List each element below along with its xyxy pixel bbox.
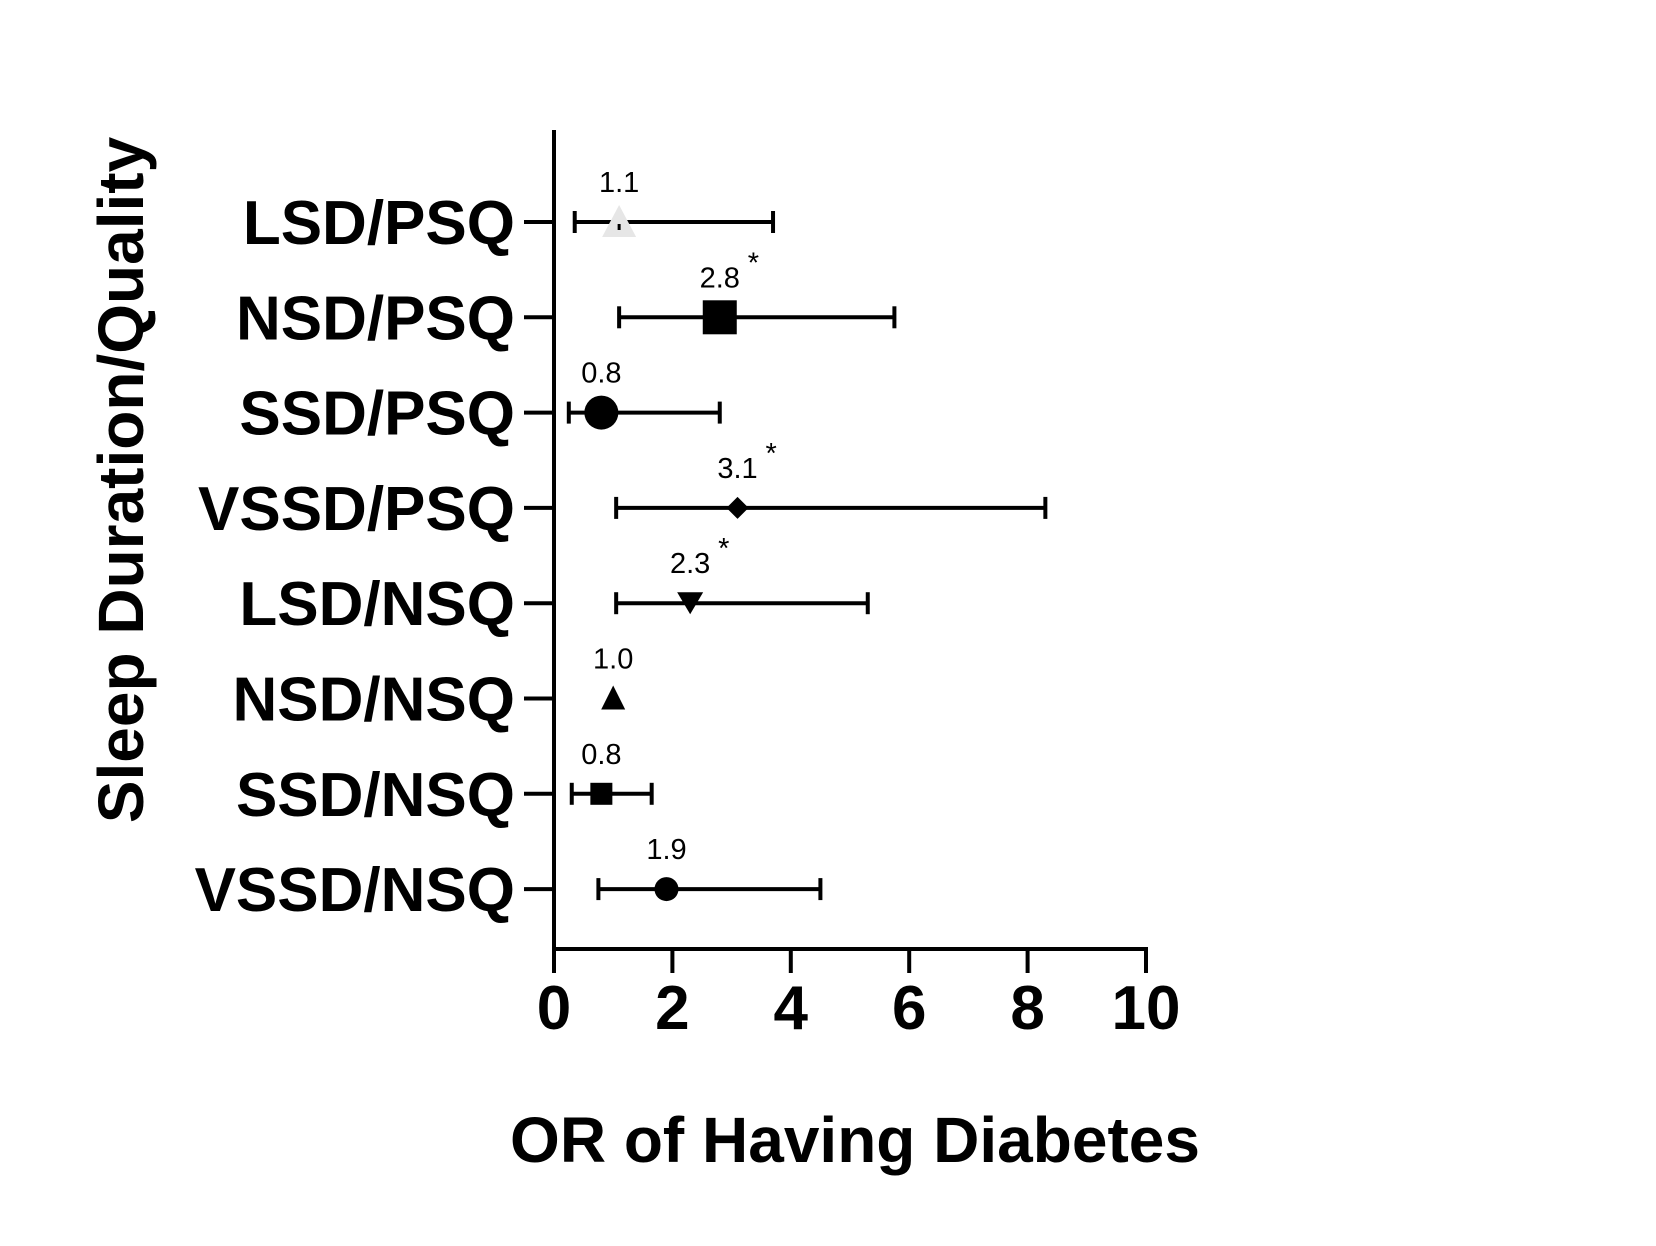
data-label-3: 3.1 xyxy=(717,453,757,485)
x-tick-label-4: 4 xyxy=(774,974,809,1043)
data-label-0: 1.1 xyxy=(599,167,639,199)
data-label-1: 2.8 xyxy=(700,262,740,294)
marker-4 xyxy=(677,592,704,615)
data-label-5: 1.0 xyxy=(593,644,633,676)
marker-6 xyxy=(590,782,613,805)
data-label-6: 0.8 xyxy=(581,739,621,771)
marker-5 xyxy=(601,685,626,710)
x-tick-label-2: 2 xyxy=(655,974,689,1043)
category-label-3: VSSD/PSQ xyxy=(198,475,515,544)
category-label-6: SSD/NSQ xyxy=(236,761,515,830)
x-tick-label-8: 8 xyxy=(1010,974,1044,1043)
x-tick-label-0: 0 xyxy=(537,974,571,1043)
marker-2 xyxy=(584,395,619,430)
category-label-2: SSD/PSQ xyxy=(239,380,515,449)
significance-mark-1: * xyxy=(748,247,759,279)
marker-0 xyxy=(602,205,637,237)
marker-3 xyxy=(726,496,749,519)
category-label-4: LSD/NSQ xyxy=(239,570,515,639)
marker-7 xyxy=(654,877,679,902)
data-label-4: 2.3 xyxy=(670,548,710,580)
x-tick-label-10: 10 xyxy=(1112,974,1181,1043)
y-axis-title: Sleep Duration/Quality xyxy=(85,136,157,823)
y-axis-title-group: Sleep Duration/Quality xyxy=(85,136,157,823)
x-axis-title: OR of Having Diabetes xyxy=(510,1104,1200,1176)
significance-mark-3: * xyxy=(766,438,777,470)
category-label-5: NSD/NSQ xyxy=(233,666,515,735)
category-label-7: VSSD/NSQ xyxy=(195,856,515,925)
category-label-1: NSD/PSQ xyxy=(236,284,515,353)
significance-mark-4: * xyxy=(718,533,729,565)
data-label-7: 1.9 xyxy=(646,834,686,866)
data-label-2: 0.8 xyxy=(581,358,621,390)
category-label-0: LSD/PSQ xyxy=(243,189,515,258)
x-tick-label-6: 6 xyxy=(892,974,926,1043)
marker-1 xyxy=(702,300,737,335)
